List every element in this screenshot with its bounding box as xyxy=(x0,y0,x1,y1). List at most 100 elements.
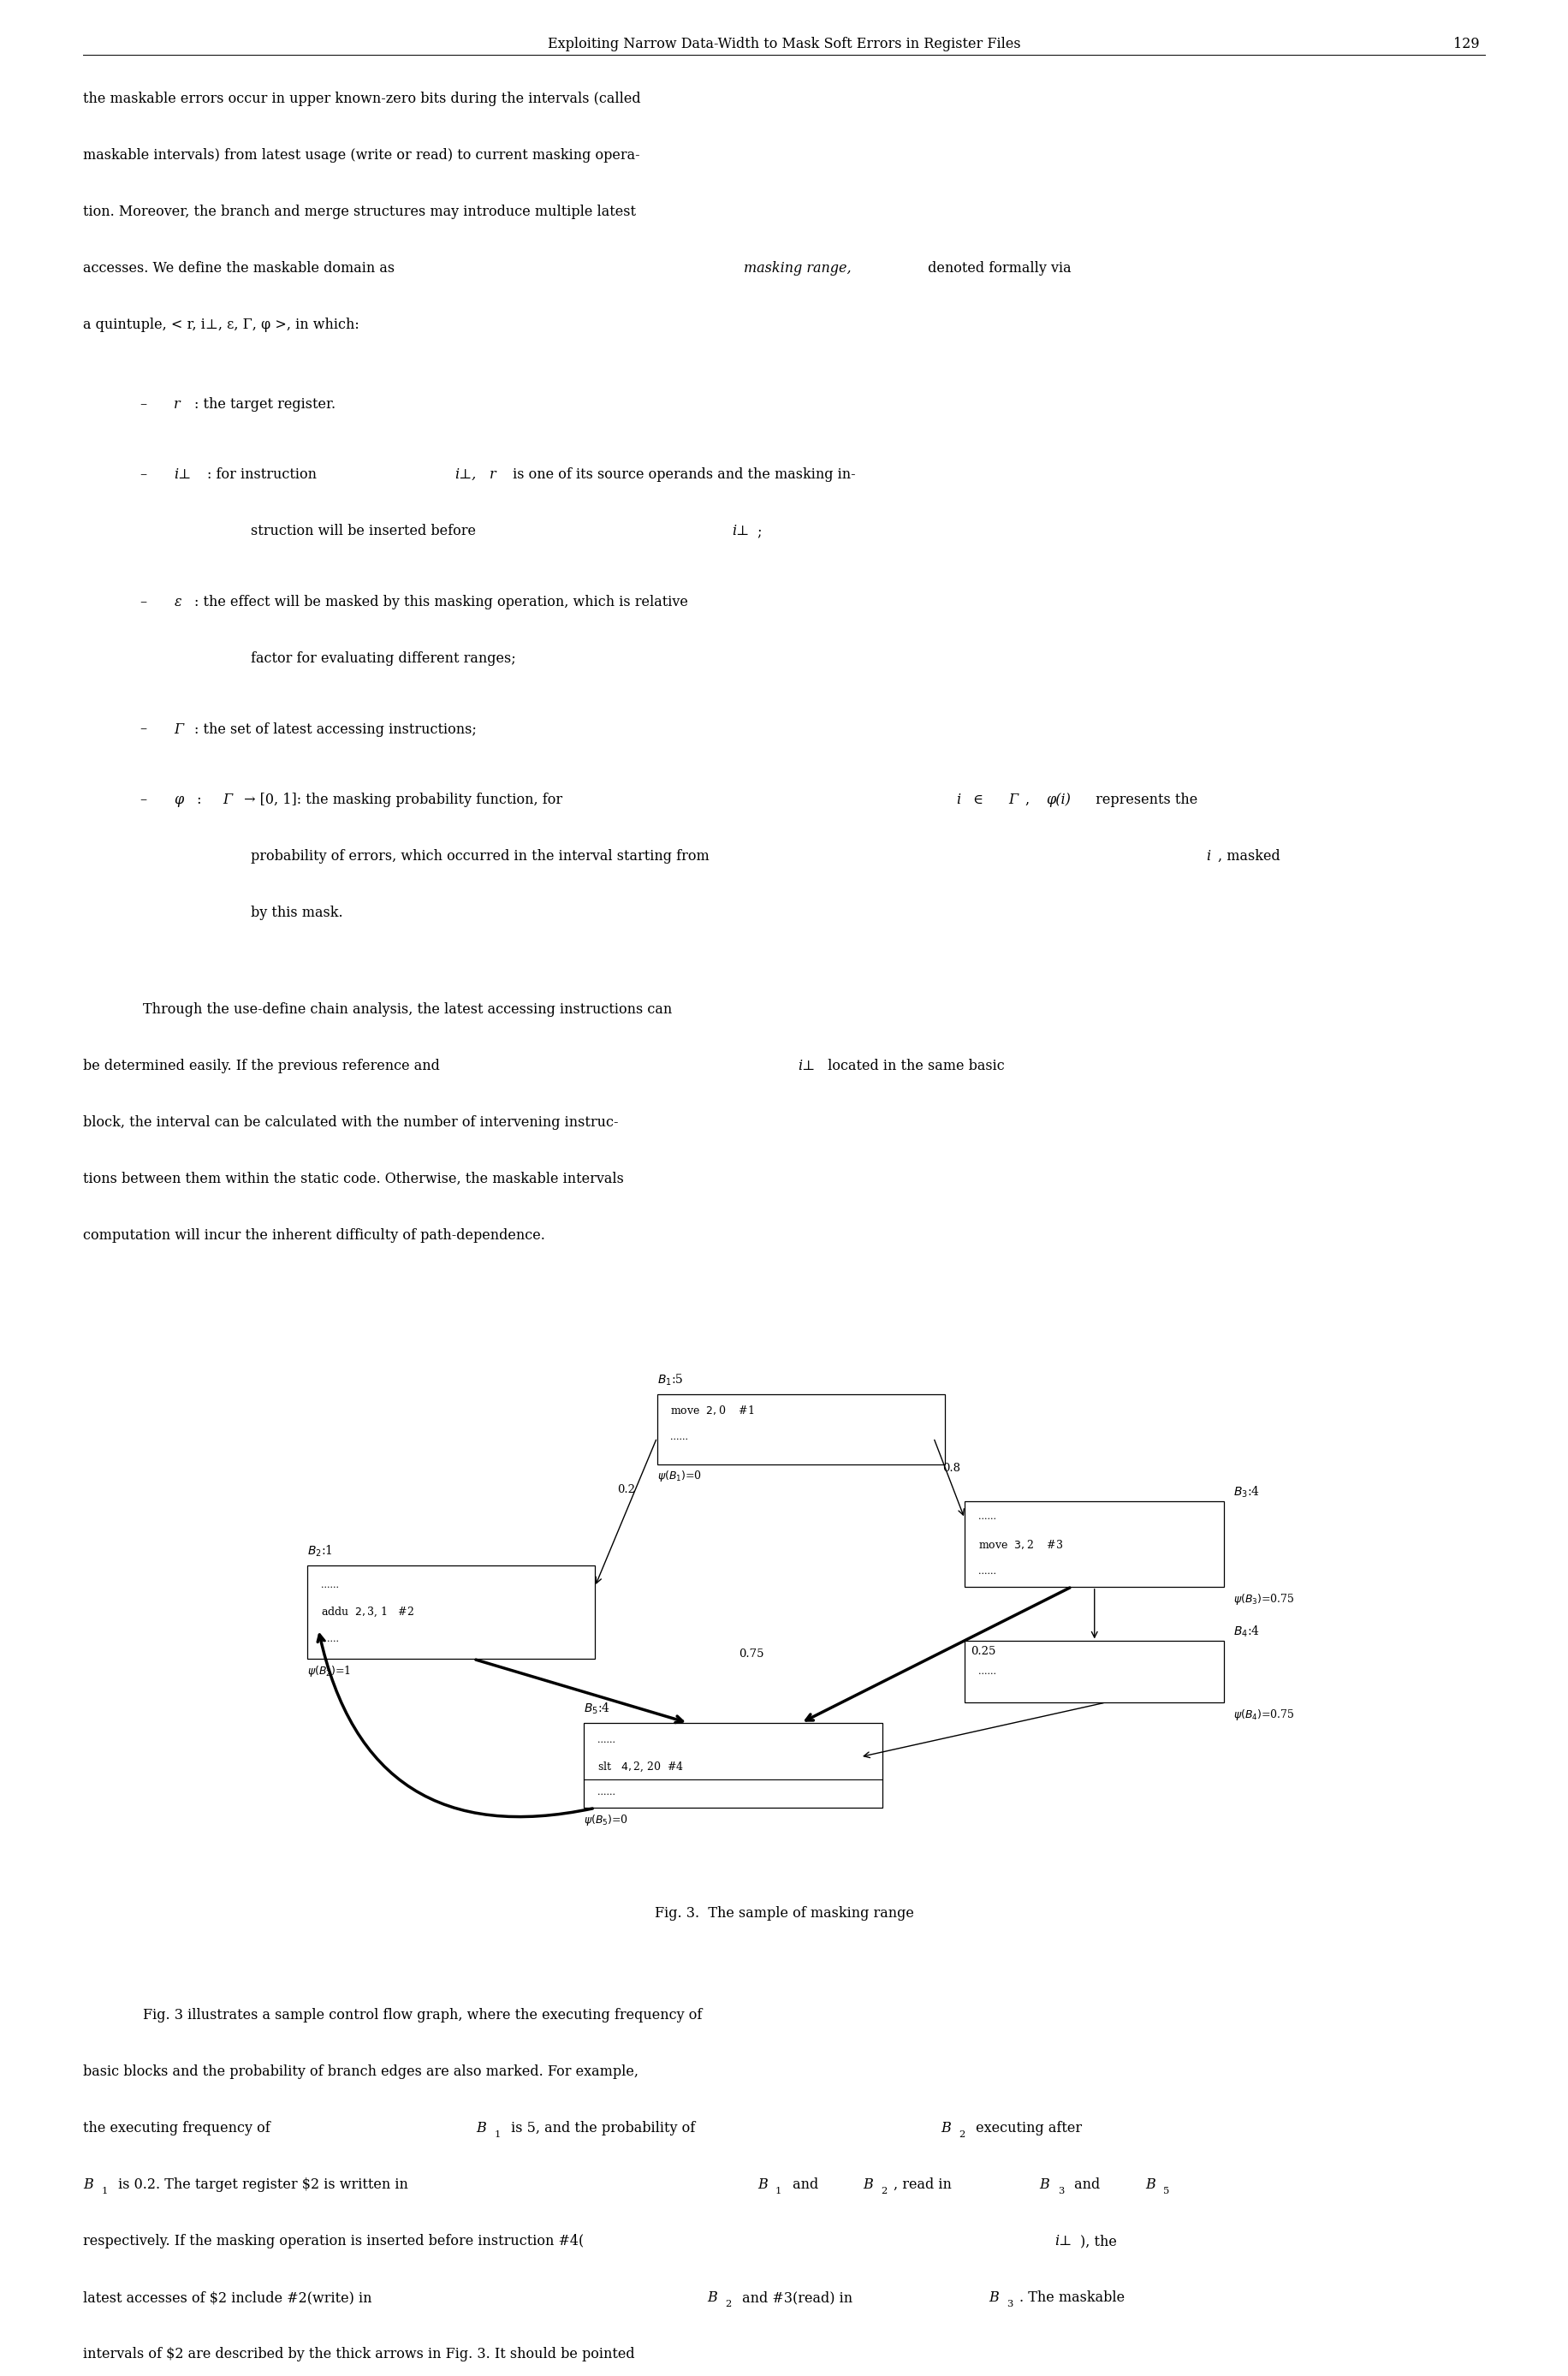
Text: B: B xyxy=(862,2176,873,2193)
Text: → [0, 1]: the masking probability function, for: → [0, 1]: the masking probability functi… xyxy=(240,794,568,808)
Text: i⊥: i⊥ xyxy=(1055,2233,1071,2248)
Text: $B_3$:4: $B_3$:4 xyxy=(1234,1485,1259,1499)
Text: B: B xyxy=(707,2290,717,2305)
Text: masking range,: masking range, xyxy=(743,261,851,276)
Text: ), the: ), the xyxy=(1080,2233,1116,2248)
Text: Fig. 3 illustrates a sample control flow graph, where the executing frequency of: Fig. 3 illustrates a sample control flow… xyxy=(143,2008,702,2022)
Text: ......: ...... xyxy=(671,1433,688,1442)
Text: –: – xyxy=(140,397,146,411)
Text: 1: 1 xyxy=(494,2131,500,2138)
Text: tions between them within the static code. Otherwise, the maskable intervals: tions between them within the static cod… xyxy=(83,1171,624,1186)
Text: 2: 2 xyxy=(881,2186,887,2195)
Text: Γ: Γ xyxy=(223,794,232,808)
Text: 0.75: 0.75 xyxy=(739,1649,764,1661)
Text: block, the interval can be calculated with the number of intervening instruc-: block, the interval can be calculated wi… xyxy=(83,1114,618,1129)
Text: move  $3, $2    #3: move $3, $2 #3 xyxy=(978,1537,1063,1552)
Text: $\psi(B_5)$=0: $\psi(B_5)$=0 xyxy=(583,1813,629,1827)
Text: ......: ...... xyxy=(320,1580,339,1590)
Text: Exploiting Narrow Data-Width to Mask Soft Errors in Register Files: Exploiting Narrow Data-Width to Mask Sof… xyxy=(547,36,1021,52)
Text: 2: 2 xyxy=(724,2300,731,2309)
Text: i⊥: i⊥ xyxy=(174,468,191,482)
Text: $\psi(B_4)$=0.75: $\psi(B_4)$=0.75 xyxy=(1234,1708,1295,1723)
Text: move  $2, $0    #1: move $2, $0 #1 xyxy=(671,1404,756,1416)
Text: . The maskable: . The maskable xyxy=(1019,2290,1124,2305)
Bar xyxy=(657,1395,946,1464)
Text: ∈: ∈ xyxy=(969,794,988,808)
Text: : the set of latest accessing instructions;: : the set of latest accessing instructio… xyxy=(194,722,477,737)
Text: ......: ...... xyxy=(978,1568,996,1575)
Text: intervals of $2 are described by the thick arrows in Fig. 3. It should be pointe: intervals of $2 are described by the thi… xyxy=(83,2347,635,2362)
Text: Fig. 3.  The sample of masking range: Fig. 3. The sample of masking range xyxy=(654,1906,914,1920)
Text: r: r xyxy=(489,468,495,482)
Text: tion. Moreover, the branch and merge structures may introduce multiple latest: tion. Moreover, the branch and merge str… xyxy=(83,204,637,219)
Text: B: B xyxy=(757,2176,767,2193)
Text: i: i xyxy=(956,794,961,808)
Text: basic blocks and the probability of branch edges are also marked. For example,: basic blocks and the probability of bran… xyxy=(83,2065,638,2079)
Text: , masked: , masked xyxy=(1218,848,1281,865)
Text: slt   $4, $2, 20  #4: slt $4, $2, 20 #4 xyxy=(597,1761,684,1775)
Text: r: r xyxy=(174,397,180,411)
Text: factor for evaluating different ranges;: factor for evaluating different ranges; xyxy=(251,651,516,665)
Text: struction will be inserted before: struction will be inserted before xyxy=(251,525,480,539)
Text: located in the same basic: located in the same basic xyxy=(823,1057,1005,1074)
Text: B: B xyxy=(1145,2176,1156,2193)
Text: $B_2$:1: $B_2$:1 xyxy=(307,1544,332,1559)
Text: and: and xyxy=(787,2176,823,2193)
Text: is 5, and the probability of: is 5, and the probability of xyxy=(506,2122,699,2136)
Text: $B_4$:4: $B_4$:4 xyxy=(1234,1625,1259,1639)
Text: :: : xyxy=(193,794,207,808)
Text: i: i xyxy=(1206,848,1210,865)
Text: 2: 2 xyxy=(958,2131,964,2138)
Text: $B_1$:5: $B_1$:5 xyxy=(657,1373,684,1388)
Text: B: B xyxy=(988,2290,999,2305)
Text: by this mask.: by this mask. xyxy=(251,905,343,920)
Text: 0.25: 0.25 xyxy=(971,1647,996,1658)
Text: probability of errors, which occurred in the interval starting from: probability of errors, which occurred in… xyxy=(251,848,713,865)
Text: the executing frequency of: the executing frequency of xyxy=(83,2122,274,2136)
Text: and: and xyxy=(1069,2176,1105,2193)
Text: B: B xyxy=(941,2122,950,2136)
Text: 3: 3 xyxy=(1057,2186,1063,2195)
Text: i⊥: i⊥ xyxy=(732,525,750,539)
Text: accesses. We define the maskable domain as: accesses. We define the maskable domain … xyxy=(83,261,400,276)
Text: –: – xyxy=(140,594,146,608)
Text: 129: 129 xyxy=(1454,36,1480,52)
Text: 0.8: 0.8 xyxy=(942,1464,960,1473)
Bar xyxy=(583,1723,883,1808)
Text: maskable intervals) from latest usage (write or read) to current masking opera-: maskable intervals) from latest usage (w… xyxy=(83,147,640,162)
Text: and #3(read) in: and #3(read) in xyxy=(737,2290,858,2305)
Text: $\psi(B_1)$=0: $\psi(B_1)$=0 xyxy=(657,1468,701,1483)
Text: ......: ...... xyxy=(978,1514,996,1521)
Text: , read in: , read in xyxy=(894,2176,956,2193)
Text: 1: 1 xyxy=(775,2186,782,2195)
Text: B: B xyxy=(83,2176,93,2193)
Text: –: – xyxy=(140,722,146,737)
Text: 0.2: 0.2 xyxy=(616,1485,635,1495)
Text: 1: 1 xyxy=(100,2186,108,2195)
Text: –: – xyxy=(140,794,146,808)
Text: 3: 3 xyxy=(1007,2300,1013,2309)
Text: ,: , xyxy=(1025,794,1035,808)
Text: computation will incur the inherent difficulty of path-dependence.: computation will incur the inherent diff… xyxy=(83,1228,546,1243)
Text: ;: ; xyxy=(757,525,762,539)
Text: respectively. If the masking operation is inserted before instruction #4(: respectively. If the masking operation i… xyxy=(83,2233,583,2248)
Text: ε: ε xyxy=(174,594,182,608)
Bar xyxy=(307,1566,594,1658)
Text: : the target register.: : the target register. xyxy=(194,397,336,411)
Text: φ(i): φ(i) xyxy=(1046,794,1071,808)
Text: be determined easily. If the previous reference and: be determined easily. If the previous re… xyxy=(83,1057,444,1074)
Text: $\psi(B_2)$=1: $\psi(B_2)$=1 xyxy=(307,1663,351,1680)
Text: : the effect will be masked by this masking operation, which is relative: : the effect will be masked by this mask… xyxy=(194,594,688,608)
Text: $B_5$:4: $B_5$:4 xyxy=(583,1701,610,1715)
Text: is one of its source operands and the masking in-: is one of its source operands and the ma… xyxy=(508,468,855,482)
Text: is 0.2. The target register $2 is written in: is 0.2. The target register $2 is writte… xyxy=(113,2176,412,2193)
Text: ......: ...... xyxy=(597,1734,615,1744)
Text: –: – xyxy=(140,468,146,482)
Text: represents the: represents the xyxy=(1091,794,1198,808)
Text: ......: ...... xyxy=(597,1789,615,1796)
Text: φ: φ xyxy=(174,794,183,808)
Text: latest accesses of $2 include #2(write) in: latest accesses of $2 include #2(write) … xyxy=(83,2290,376,2305)
Text: ......: ...... xyxy=(978,1668,996,1675)
Text: B: B xyxy=(1040,2176,1049,2193)
Text: Through the use-define chain analysis, the latest accessing instructions can: Through the use-define chain analysis, t… xyxy=(143,1003,671,1017)
